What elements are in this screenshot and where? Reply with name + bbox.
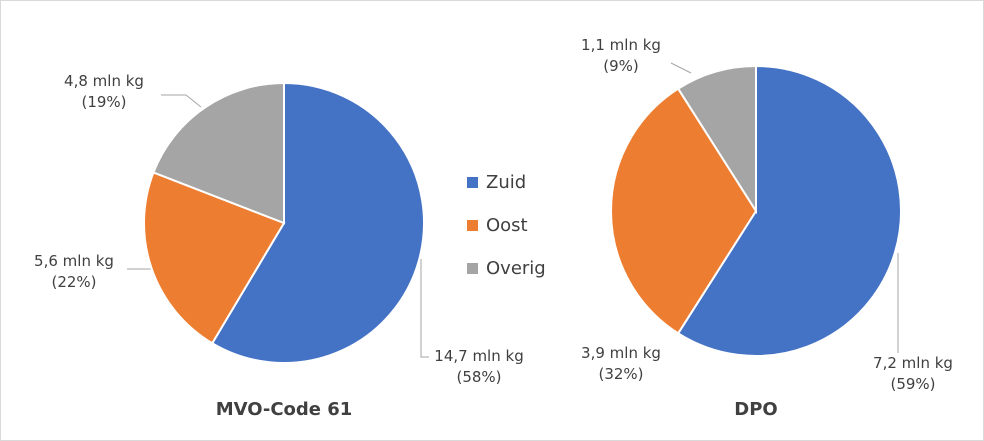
pie-slice: [676, 64, 757, 215]
legend-label: Zuid: [486, 172, 527, 193]
legend-item: Zuid: [467, 172, 526, 193]
leader-line: [670, 62, 692, 74]
pie-slice: [610, 87, 758, 335]
leader-line: [161, 94, 202, 108]
data-label: 7,2 mln kg (59%): [873, 354, 953, 393]
pie-slice: [676, 64, 902, 357]
legend-item: Overig: [467, 258, 546, 279]
pie-slice: [143, 171, 286, 345]
data-label: 5,6 mln kg (22%): [34, 252, 114, 291]
legend-item: Oost: [467, 215, 528, 236]
data-label: 1,1 mln kg (9%): [581, 36, 661, 75]
legend-label: Oost: [486, 215, 528, 236]
chart-title: DPO: [734, 399, 778, 420]
data-label: 3,9 mln kg (32%): [581, 344, 661, 383]
legend-label: Overig: [486, 258, 546, 279]
legend-swatch: [467, 263, 478, 274]
chart-title: MVO-Code 61: [215, 399, 353, 420]
legend-swatch: [467, 220, 478, 231]
pie-slice: [210, 81, 425, 364]
pie-slice: [152, 81, 285, 225]
leader-lines: [127, 62, 899, 358]
leader-line: [420, 259, 429, 358]
data-label: 14,7 mln kg (58%): [434, 347, 524, 386]
data-label: 4,8 mln kg (19%): [64, 72, 144, 111]
legend-swatch: [467, 177, 478, 188]
